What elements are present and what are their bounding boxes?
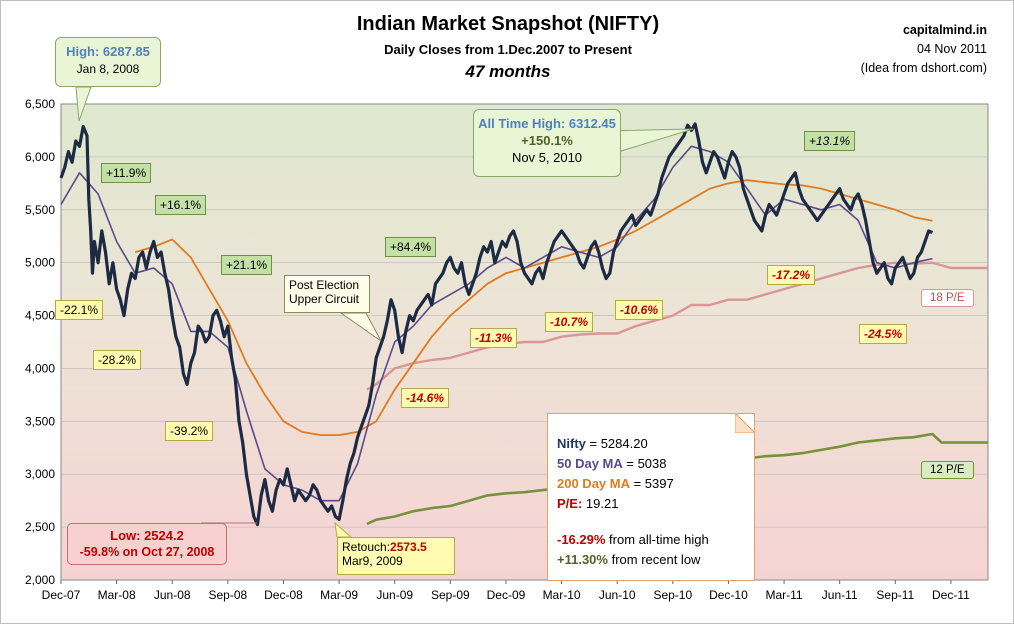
summary-box-fold xyxy=(735,413,755,433)
summary-nifty-value: = 5284.20 xyxy=(585,436,648,451)
change-label-down-6: -10.7% xyxy=(545,312,594,332)
series-line-18-p-e xyxy=(366,261,988,391)
summary-pe-label: P/E: xyxy=(557,496,583,511)
y-tick-label: 5,000 xyxy=(25,256,55,270)
change-label-down-3: -39.2% xyxy=(165,421,214,441)
x-tick-label: Sep-09 xyxy=(431,588,470,602)
post-election-line2: Upper Circuit xyxy=(289,292,360,306)
low-callout-label: Low: 2524.2 xyxy=(110,528,184,543)
summary-pe-value: 19.21 xyxy=(582,496,619,511)
post-election-pointer xyxy=(339,312,382,342)
source-site: capitalmind.in xyxy=(902,23,987,37)
x-tick-label: Jun-09 xyxy=(376,588,413,602)
summary-ma50-value: = 5038 xyxy=(622,456,667,471)
x-tick-label: Jun-10 xyxy=(599,588,636,602)
change-label-down-5: -11.3% xyxy=(470,328,518,348)
series-group xyxy=(59,122,988,527)
change-label-up-5: +13.1% xyxy=(804,131,856,151)
y-tick-label: 2,000 xyxy=(25,573,55,587)
pe12-label: 12 P/E xyxy=(921,461,974,479)
x-tick-label: Mar-09 xyxy=(320,588,358,602)
x-tick-label: Dec-07 xyxy=(42,588,81,602)
summary-from-low-pct: +11.30% xyxy=(557,552,608,567)
x-tick-label: Sep-10 xyxy=(653,588,692,602)
post-election-line1: Post Election xyxy=(289,278,360,292)
change-label-down-4: -14.6% xyxy=(401,388,450,408)
retouch-date: Mar9, 2009 xyxy=(342,554,403,568)
change-label-down-2: -28.2% xyxy=(93,350,142,370)
x-tick-label: Mar-10 xyxy=(543,588,581,602)
ath-callout-pct: +150.1% xyxy=(521,133,573,148)
source-date: 04 Nov 2011 xyxy=(917,42,987,56)
change-label-up-3: +21.1% xyxy=(221,255,273,275)
low-callout: Low: 2524.2 -59.8% on Oct 27, 2008 xyxy=(67,523,227,565)
change-label-down-7: -10.6% xyxy=(615,300,664,320)
change-label-up-4: +84.4% xyxy=(385,237,437,257)
change-label-down-8: -17.2% xyxy=(767,265,816,285)
pe18-label: 18 P/E xyxy=(921,289,974,307)
x-tick-label: Dec-09 xyxy=(487,588,526,602)
retouch-callout: Retouch:2573.5 Mar9, 2009 xyxy=(337,537,455,575)
y-tick-label: 2,500 xyxy=(25,520,55,534)
x-tick-label: Sep-11 xyxy=(876,588,914,602)
y-tick-label: 6,500 xyxy=(25,97,55,111)
summary-box: Nifty = 5284.20 50 Day MA = 5038 200 Day… xyxy=(547,413,755,581)
x-tick-label: Dec-10 xyxy=(709,588,748,602)
summary-ma200-value: = 5397 xyxy=(629,476,674,491)
summary-from-high-text: from all-time high xyxy=(605,532,709,547)
low-callout-detail: -59.8% on Oct 27, 2008 xyxy=(79,545,215,559)
x-tick-label: Dec-08 xyxy=(264,588,303,602)
source-credit: (Idea from dshort.com) xyxy=(860,61,987,75)
chart-title: Indian Market Snapshot (NIFTY) xyxy=(356,13,660,35)
y-tick-label: 6,000 xyxy=(25,150,55,164)
y-tick-label: 4,000 xyxy=(25,361,55,375)
high-callout-label: High: 6287.85 xyxy=(66,44,150,59)
high-callout: High: 6287.85 Jan 8, 2008 xyxy=(55,37,161,87)
high-callout-date: Jan 8, 2008 xyxy=(76,62,140,76)
change-label-up-1: +11.9% xyxy=(101,163,152,183)
x-tick-label: Dec-11 xyxy=(932,588,970,602)
ath-callout-date: Nov 5, 2010 xyxy=(511,150,583,165)
ath-callout-label: All Time High: 6312.45 xyxy=(478,116,616,131)
y-axis: 6,500 6,000 5,500 5,000 4,500 4,000 3,500 3,000… xyxy=(25,97,55,587)
summary-from-high-pct: -16.29% xyxy=(557,532,606,547)
y-tick-label: 5,500 xyxy=(25,203,55,217)
y-tick-label: 3,000 xyxy=(25,467,55,481)
y-tick-label: 3,500 xyxy=(25,414,55,428)
y-tick-label: 4,500 xyxy=(25,309,55,323)
chart-months: 47 months xyxy=(465,62,551,81)
summary-ma50-label: 50 Day MA xyxy=(557,456,623,471)
x-tick-label: Jun-11 xyxy=(822,588,858,602)
summary-from-low-text: from recent low xyxy=(607,552,701,567)
chart-subtitle: Daily Closes from 1.Dec.2007 to Present xyxy=(384,42,632,57)
x-tick-label: Jun-08 xyxy=(154,588,191,602)
x-tick-label: Mar-11 xyxy=(765,588,802,602)
retouch-label: Retouch: xyxy=(342,540,391,554)
series-line-50-day-ma xyxy=(60,145,933,502)
change-label-up-2: +16.1% xyxy=(155,195,207,215)
x-tick-label: Mar-08 xyxy=(98,588,136,602)
ath-callout: All Time High: 6312.45 +150.1% Nov 5, 20… xyxy=(473,109,621,177)
x-axis: Dec-07 Mar-08 Jun-08 Sep-08 Dec-08 Mar-09 Jun-… xyxy=(42,580,970,602)
series-line-nifty xyxy=(59,122,934,527)
x-tick-label: Sep-08 xyxy=(209,588,248,602)
retouch-value: 2573.5 xyxy=(390,540,427,554)
high-callout-pointer xyxy=(75,86,92,122)
grid-lines xyxy=(61,156,988,528)
post-election-callout: Post Election Upper Circuit xyxy=(284,275,370,313)
change-label-down-1: -22.1% xyxy=(55,300,104,320)
summary-ma200-label: 200 Day MA xyxy=(557,476,630,491)
summary-nifty-label: Nifty xyxy=(557,436,586,451)
change-label-down-9: -24.5% xyxy=(859,324,908,344)
